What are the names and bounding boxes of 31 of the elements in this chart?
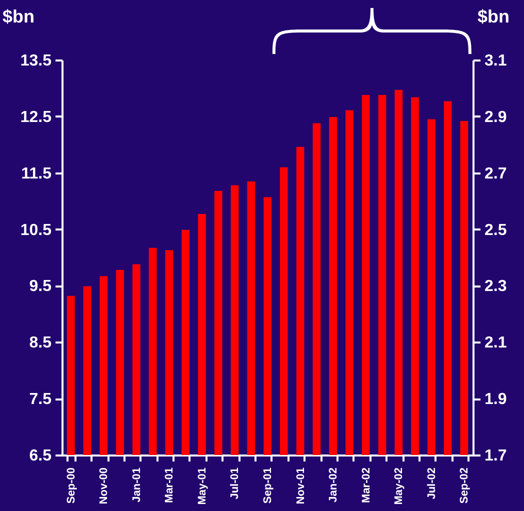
y2-tick-label: 1.7 xyxy=(484,448,507,464)
x-tick-label: Sep-01 xyxy=(262,468,274,504)
x-tick-label: Jan-02 xyxy=(328,468,340,502)
y2-tick-label: 2.1 xyxy=(484,334,507,352)
y2-tick-label: 2.7 xyxy=(484,165,507,182)
x-tick-label: Nov-00 xyxy=(98,468,110,504)
y-tick-label: 8.5 xyxy=(29,334,52,352)
y-axis-title: $bn xyxy=(2,6,35,26)
x-tick-label: Sep-00 xyxy=(65,468,78,504)
x-tick-label: Jan-01 xyxy=(130,468,143,502)
y2-axis-title: $bn xyxy=(478,6,510,26)
y-tick-label: 9.5 xyxy=(29,278,52,296)
x-tick-label: May-02 xyxy=(393,468,406,505)
x-tick-label: Sep-02 xyxy=(458,468,471,504)
x-tick-label: Nov-01 xyxy=(294,468,307,504)
y-tick-label: 7.5 xyxy=(29,391,52,408)
y2-tick-label: 2.5 xyxy=(484,222,507,239)
x-tick-label: Mar-01 xyxy=(164,468,176,503)
y-tick-label: 6.5 xyxy=(29,448,52,464)
y-tick-label: 12.5 xyxy=(20,108,52,126)
x-tick-label: Mar-02 xyxy=(360,468,372,503)
y2-tick-label: 1.9 xyxy=(484,391,507,408)
x-tick-label: Jul-01 xyxy=(229,468,242,500)
y2-tick-label: 2.3 xyxy=(484,278,507,296)
x-tick-label: May-01 xyxy=(196,468,208,505)
y2-tick-label: 2.9 xyxy=(484,108,507,126)
y-tick-label: 13.5 xyxy=(20,52,52,70)
y2-tick-label: 3.1 xyxy=(484,52,507,70)
x-tick-label: Jul-02 xyxy=(426,468,438,500)
y-tick-label: 10.5 xyxy=(20,222,52,239)
y-tick-label: 11.5 xyxy=(21,165,52,182)
